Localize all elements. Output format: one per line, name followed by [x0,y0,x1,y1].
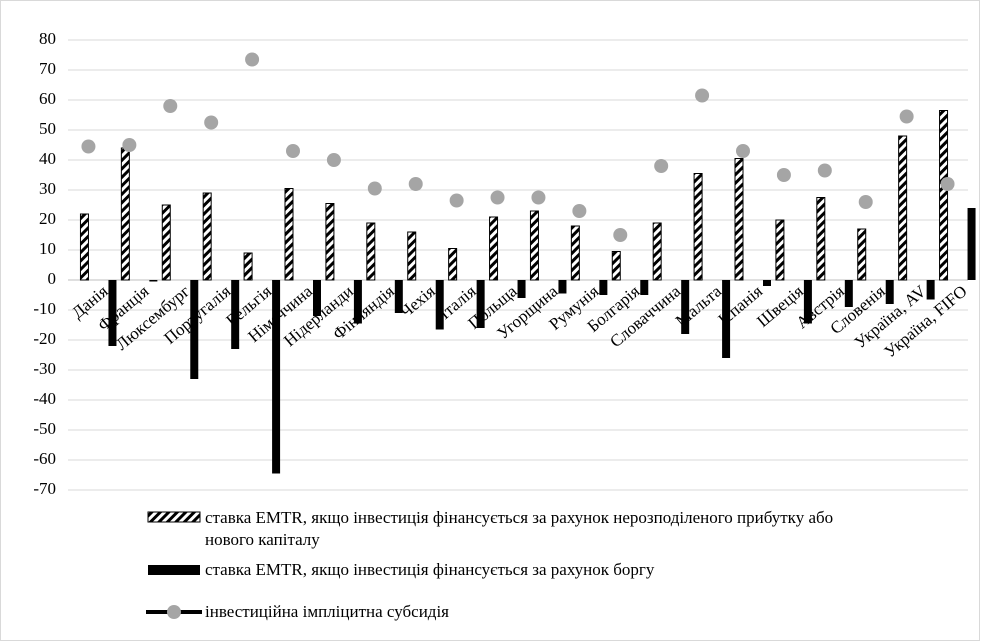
bar [885,280,894,304]
marker [326,153,341,167]
y-tick-label: 80 [39,29,56,48]
y-tick-label: 20 [39,209,56,228]
marker [776,168,791,182]
bar [325,203,335,281]
bar [79,213,89,281]
grid [68,39,968,491]
bar [161,204,171,281]
bar [693,173,703,281]
marker [490,190,505,205]
bar [681,280,690,334]
legend-marker [167,605,181,619]
marker [817,163,832,178]
bar [120,147,130,281]
marker [286,144,300,158]
marker [736,144,750,158]
marker [122,138,137,152]
marker [449,193,464,208]
bar [734,158,744,281]
y-tick-label: 60 [39,89,56,108]
bar [529,210,539,281]
bar [898,135,908,281]
legend-label: ставка EMTR, якщо інвестиція фінансуєтьс… [205,560,655,579]
y-tick-label: -70 [33,479,56,498]
bar [448,248,458,281]
y-tick-label: -30 [33,359,56,378]
bar [722,280,731,358]
bar [570,225,580,281]
marker [899,109,914,124]
bar [558,280,567,294]
bar [284,188,294,281]
legend-swatch [148,565,200,575]
bar [149,280,158,282]
bar [476,280,485,328]
bar [857,228,867,281]
bar [640,280,649,295]
bar [190,280,199,379]
bar [599,280,608,295]
bar [243,252,253,281]
y-tick-label: -20 [33,329,56,348]
marker [940,177,955,191]
legend-label: інвестиційна імпліцитна субсидія [205,602,449,621]
bar [202,192,212,281]
legend-icons [146,511,202,619]
bar [652,222,662,281]
y-tick-label: 0 [48,269,57,288]
y-tick-label: -50 [33,419,56,438]
legend-label: ставка EMTR, якщо інвестиція фінансуєтьс… [205,508,834,549]
bar [816,197,826,281]
bar [366,222,376,281]
bar [353,280,362,324]
bar [272,280,281,474]
bar [611,251,621,281]
bar [763,280,771,286]
bar [435,280,444,330]
marker [81,139,96,154]
marker [695,88,710,103]
marker [367,181,382,196]
marker [572,204,587,218]
y-tick-label: 30 [39,179,56,198]
y-tick-label: 50 [39,119,56,138]
marker [163,99,178,113]
marker [654,159,669,173]
marker [858,195,873,209]
marker [613,228,628,242]
bar [108,280,117,346]
bar [844,280,853,307]
bar [394,280,403,313]
legend-swatch [147,511,201,523]
marker [245,52,260,67]
marker [204,115,219,130]
y-tick-label: -40 [33,389,56,408]
bar [803,280,812,324]
marker [531,190,546,205]
bar [939,110,949,281]
bar [489,216,499,281]
bar [967,208,976,280]
y-tick-label: 40 [39,149,56,168]
bar [775,219,785,281]
marker [408,177,423,191]
y-tick-label: 10 [39,239,56,258]
y-tick-label: -60 [33,449,56,468]
y-tick-label: -10 [33,299,56,318]
bar [517,280,526,298]
bar [407,231,417,281]
bar [231,280,240,349]
bar [926,280,935,300]
y-tick-label: 70 [39,59,56,78]
bar [313,280,321,316]
